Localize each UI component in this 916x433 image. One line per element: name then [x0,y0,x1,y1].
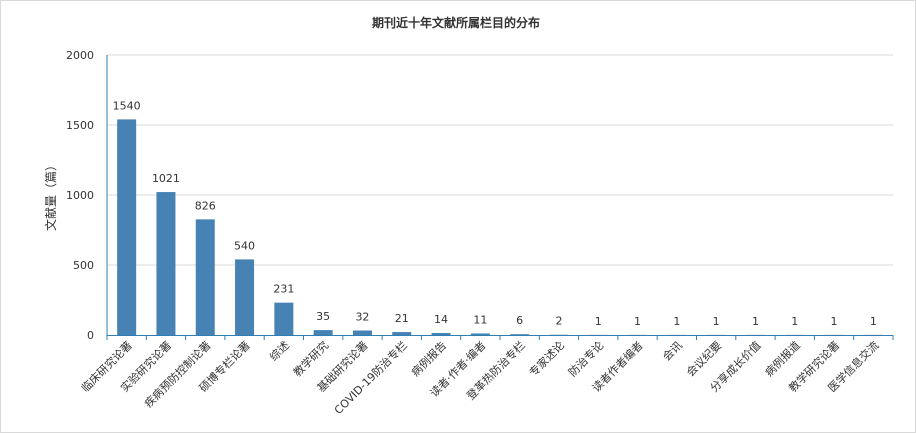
data-label: 1 [595,315,602,328]
bars [117,119,883,336]
data-label: 32 [355,311,369,324]
data-label: 1 [752,315,759,328]
y-tick-label: 500 [73,259,94,272]
bar [470,333,490,335]
chart-title: 期刊近十年文献所属栏目的分布 [372,15,540,30]
category-label: 教学研究 [290,338,331,379]
category-label: 会议纪要 [684,339,724,379]
data-label: 2 [555,315,562,328]
bar [274,302,294,335]
category-label: 会讯 [660,339,685,364]
category-label: COVID-19防治专栏 [331,338,410,417]
data-label: 1021 [152,172,180,185]
data-label: 231 [273,283,294,296]
data-label: 35 [316,310,330,323]
data-label: 1540 [113,99,141,112]
category-label: 病例报告 [408,338,449,379]
data-label: 6 [516,314,523,327]
bar [510,334,530,335]
y-tick-label: 1000 [66,189,94,202]
bar [195,219,215,335]
bar [392,332,412,335]
bar [431,333,451,335]
data-label: 21 [395,312,409,325]
data-label: 14 [434,313,448,326]
data-label: 1 [673,315,680,328]
data-label: 1 [791,315,798,328]
y-tick-label: 0 [87,329,94,342]
category-label: 综述 [267,338,292,363]
category-label: 病例报道 [762,338,803,379]
grid-lines [107,54,893,266]
y-tick-label: 1500 [66,119,94,132]
y-tick-label: 2000 [66,49,94,62]
data-label: 1 [713,315,720,328]
category-label: 专家述论 [526,338,567,379]
category-label: 疾病预防控制论著 [141,338,213,410]
data-label: 1 [831,315,838,328]
bar [352,330,372,335]
bar [235,259,255,335]
bar [313,330,333,335]
data-label: 1 [634,315,641,328]
bar [117,119,137,336]
data-label: 826 [195,199,216,212]
data-label: 540 [234,239,255,252]
y-axis-label: 文献量（篇） [43,159,58,231]
axes [106,55,894,340]
data-label: 11 [473,313,487,326]
bar [156,192,176,335]
category-label: 防治专论 [565,338,606,379]
y-axis-ticks: 0 500 1000 1500 2000 [66,49,94,342]
data-label: 1 [870,315,877,328]
